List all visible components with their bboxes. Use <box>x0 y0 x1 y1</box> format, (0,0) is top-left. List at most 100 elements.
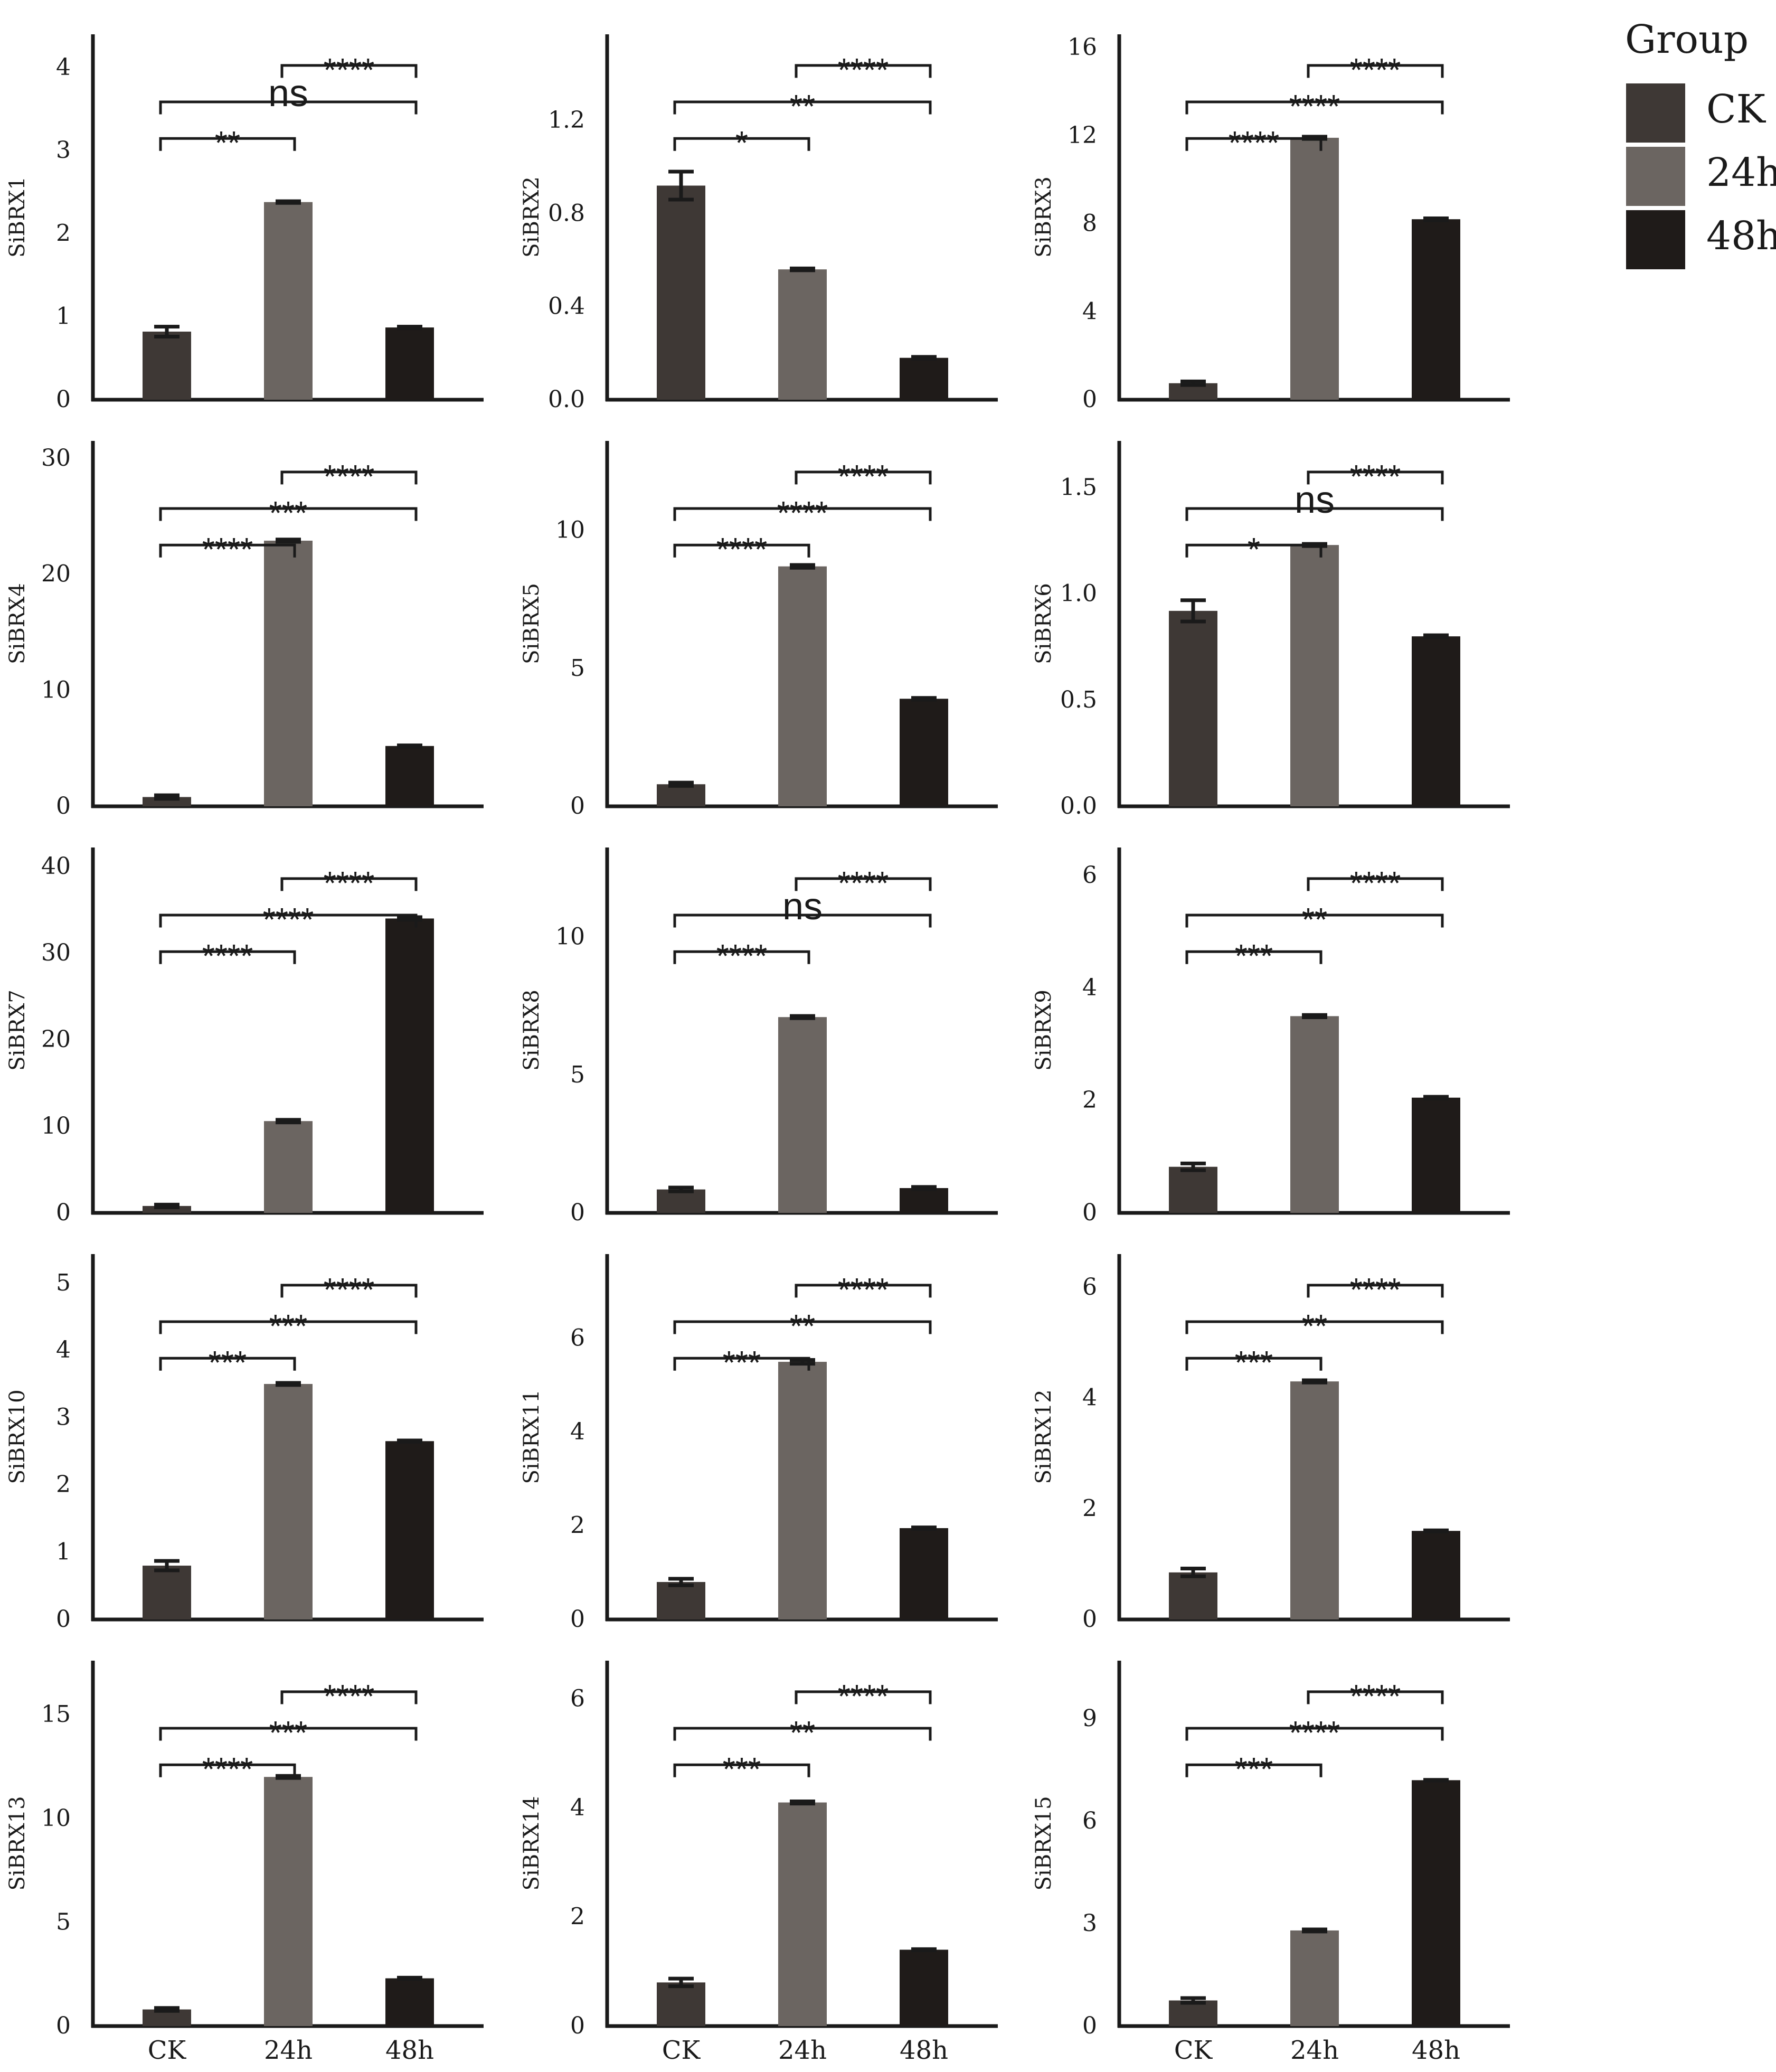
y-tick-label: 20 <box>41 561 71 588</box>
error-bar <box>790 563 815 570</box>
bar-48h <box>900 357 948 400</box>
y-tick-label: 0.0 <box>1060 793 1097 820</box>
bracket-line <box>1185 507 1444 521</box>
bar-24h <box>264 1777 313 2026</box>
bracket-line <box>1185 1727 1444 1741</box>
bracket-line <box>1307 1284 1444 1298</box>
bracket-line <box>673 137 810 151</box>
bar-48h <box>900 1188 948 1213</box>
error-bar <box>790 1358 815 1366</box>
legend-swatch-48h <box>1626 210 1685 269</box>
y-axis-title: SiBRX12 <box>1032 1389 1056 1484</box>
bar-24h <box>264 202 313 400</box>
bracket-line <box>1185 543 1322 558</box>
significance-bracket: **** <box>1307 459 1444 495</box>
bracket-line <box>1185 137 1322 151</box>
legend-item-ck: CK <box>1626 83 1766 143</box>
significance-label: **** <box>202 938 253 975</box>
bracket-line <box>159 950 296 964</box>
error-bar <box>668 1976 694 1989</box>
bar-24h <box>1290 1930 1339 2026</box>
y-tick-label: 5 <box>56 1269 71 1296</box>
significance-bracket: *** <box>159 1715 418 1751</box>
error-bar <box>276 199 301 205</box>
significance-label: **** <box>263 902 314 938</box>
y-tick-label: 2 <box>1082 1495 1097 1522</box>
error-bar <box>397 915 422 922</box>
error-bar <box>1423 1095 1449 1100</box>
significance-bracket: *** <box>159 1345 296 1381</box>
y-tick-label: 12 <box>1068 122 1097 149</box>
significance-label: * <box>1248 532 1260 568</box>
bracket-line <box>159 1727 418 1741</box>
error-bar <box>397 1438 422 1444</box>
y-tick-label: 0 <box>570 1606 585 1633</box>
y-tick-label: 0 <box>56 2012 71 2039</box>
x-tick-label: 24h <box>264 2036 313 2065</box>
legend: Group CK 24h 48h <box>1625 17 1776 269</box>
bar-24h <box>264 1121 313 1213</box>
legend-swatch-24h <box>1626 147 1685 206</box>
bracket-line <box>159 543 296 558</box>
chart-sibrx8: 0 5 10 SiBRX8 **** ns **** <box>519 847 998 1226</box>
bar-ck <box>1169 610 1217 806</box>
significance-bracket: **** <box>1307 1679 1444 1715</box>
significance-bracket: **** <box>1185 125 1322 162</box>
legend-swatch-ck <box>1626 83 1685 143</box>
y-axis-title: SiBRX11 <box>519 1389 544 1484</box>
bar-ck <box>657 1582 705 1619</box>
significance-bracket: **** <box>159 902 418 938</box>
significance-label: **** <box>838 1679 889 1715</box>
bracket-line <box>673 1727 932 1741</box>
bracket-line <box>280 1690 418 1704</box>
x-tick-label: 48h <box>900 2036 948 2065</box>
bar-ck <box>657 185 705 400</box>
y-tick-label: 1 <box>56 1539 71 1566</box>
y-tick-label: 2 <box>570 1512 585 1539</box>
error-bar <box>1423 1778 1449 1783</box>
significance-bracket: **** <box>280 52 418 89</box>
chart-panels: 01234SiBRX1**ns****0.00.40.81.2SiBRX2***… <box>5 34 1510 2065</box>
error-bar <box>276 1118 301 1125</box>
y-tick-label: 0 <box>56 793 71 820</box>
y-tick-label: 4 <box>570 1794 585 1821</box>
y-tick-label: 1.2 <box>548 107 585 134</box>
legend-title: Group <box>1625 17 1749 62</box>
significance-label: ** <box>1302 902 1327 938</box>
significance-bracket: ** <box>1185 902 1444 938</box>
significance-label: *** <box>1235 1751 1273 1788</box>
legend-item-24h: 24h <box>1626 147 1776 206</box>
y-tick-label: 6 <box>570 1325 585 1352</box>
y-axis-title: SiBRX14 <box>519 1796 544 1890</box>
y-tick-label: 15 <box>41 1701 71 1728</box>
y-tick-label: 5 <box>570 655 585 682</box>
y-tick-label: 0 <box>570 1199 585 1226</box>
error-bar <box>1180 379 1206 387</box>
chart-sibrx1: 0 1 2 3 4 SiBRX1 ** ns **** <box>5 34 484 413</box>
significance-bracket: **** <box>280 1679 418 1715</box>
significance-bracket: **** <box>280 1272 418 1308</box>
chart-sibrx7: 0 10 20 30 40 SiBRX7 **** **** **** <box>5 847 484 1226</box>
bracket-line <box>159 1357 296 1371</box>
x-tick-label: CK <box>1174 2036 1213 2065</box>
y-axis-title: SiBRX13 <box>5 1796 30 1890</box>
y-tick-label: 0.4 <box>548 293 585 320</box>
bar-24h <box>778 269 827 400</box>
significance-label: ns <box>1295 479 1335 521</box>
significance-bracket: ** <box>673 1715 932 1751</box>
y-tick-label: 3 <box>1082 1910 1097 1937</box>
y-tick-label: 0 <box>56 1199 71 1226</box>
significance-bracket: **** <box>1185 1715 1444 1751</box>
bracket-line <box>673 950 810 964</box>
bracket-line <box>673 1357 810 1371</box>
significance-label: **** <box>1289 1715 1340 1751</box>
y-tick-label: 30 <box>41 939 71 966</box>
bar-48h <box>385 327 434 400</box>
bracket-line <box>159 507 418 521</box>
bar-ck <box>143 332 191 400</box>
error-bar <box>1423 216 1449 222</box>
significance-bracket: **** <box>795 1272 932 1308</box>
